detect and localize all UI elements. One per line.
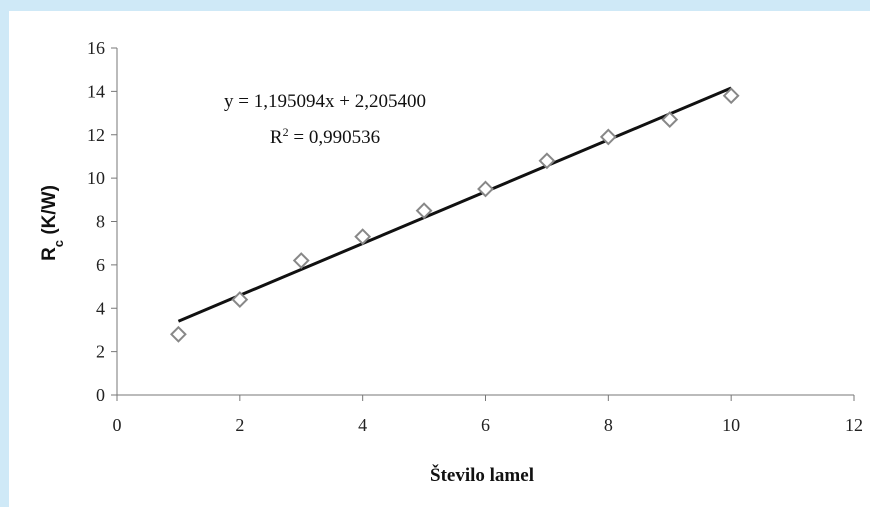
- data-point: [354, 228, 372, 246]
- trendline-group: [177, 86, 732, 323]
- x-tick-label: 4: [358, 415, 367, 435]
- y-tick-label: 16: [87, 38, 105, 58]
- y-label-unit: (K/W): [39, 185, 60, 240]
- chart-frame: 0 2 4 6 8 10 12 14 16 0 2 4 6 8 10 12 y = 1,195094x + …: [9, 11, 870, 507]
- y-tick-label: 0: [96, 385, 105, 405]
- y-axis-label: Rc (K/W): [39, 185, 66, 261]
- data-point: [477, 180, 494, 198]
- y-tick-label: 14: [87, 81, 105, 101]
- y-tick-label: 10: [87, 168, 105, 188]
- scatter-chart: 0 2 4 6 8 10 12 14 16 0 2 4 6 8 10 12 y = 1,195094x + …: [39, 38, 863, 486]
- y-tick-label: 4: [96, 298, 105, 318]
- r2-superscript: 2: [283, 125, 289, 139]
- x-tick-label: 6: [481, 415, 490, 435]
- data-point: [599, 128, 617, 146]
- x-axis-label: Število lamel: [430, 464, 534, 486]
- trendline-equation: y = 1,195094x + 2,205400: [224, 91, 426, 112]
- data-point: [538, 152, 556, 170]
- x-tick-label: 8: [604, 415, 613, 435]
- x-tick-label: 12: [845, 415, 863, 435]
- x-tick-label: 10: [722, 415, 740, 435]
- r-squared-label: R2 = 0,990536: [270, 125, 380, 148]
- y-ticks: 0 2 4 6 8 10 12 14 16: [87, 38, 117, 405]
- y-label-subscript: c: [51, 240, 66, 247]
- trendline: [177, 86, 732, 323]
- x-ticks: 0 2 4 6 8 10 12: [113, 395, 863, 435]
- y-tick-label: 6: [96, 255, 105, 275]
- y-label-main: R: [39, 247, 60, 261]
- data-point: [170, 325, 187, 343]
- data-point: [231, 291, 249, 308]
- x-tick-label: 0: [113, 415, 122, 435]
- data-point: [661, 111, 679, 128]
- y-tick-label: 12: [87, 125, 105, 145]
- r2-symbol: R: [270, 127, 283, 148]
- y-tick-label: 2: [96, 342, 105, 362]
- x-tick-label: 2: [235, 415, 244, 435]
- data-point: [722, 87, 740, 105]
- data-point: [292, 252, 310, 269]
- y-tick-label: 8: [96, 212, 105, 232]
- data-point: [415, 202, 433, 220]
- r2-value: = 0,990536: [289, 127, 380, 148]
- data-points: [170, 87, 740, 343]
